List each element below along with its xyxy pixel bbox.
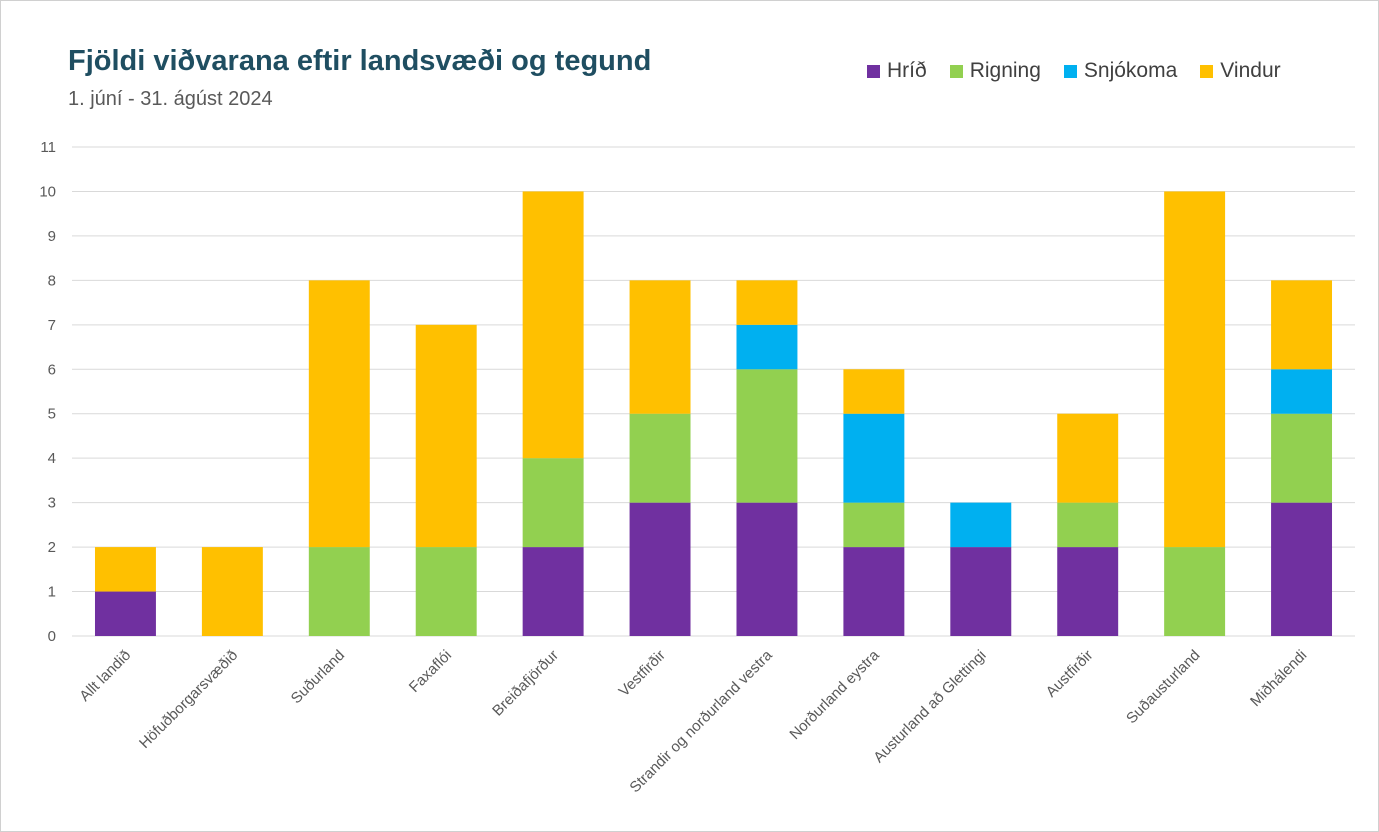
bar-segment — [308, 280, 370, 548]
bar-segment — [736, 324, 798, 370]
bar-segment — [415, 547, 477, 636]
bar-segment — [843, 413, 905, 503]
y-tick-label: 2 — [48, 539, 56, 556]
legend-swatch — [1200, 64, 1214, 78]
bar-segment — [843, 369, 905, 414]
y-tick-label: 1 — [48, 584, 56, 601]
x-tick-label: Norðurland eystra — [786, 646, 883, 743]
legend-label: Hríð — [887, 59, 927, 82]
chart-legend: Hríð Rigning Snjókoma Vindur — [867, 58, 1281, 84]
x-tick-label: Vestfirðir — [616, 647, 669, 700]
bar-segment — [522, 191, 584, 459]
bar-segment — [415, 324, 477, 548]
bar-segment — [736, 280, 798, 325]
bar-segment — [629, 502, 691, 636]
bar-segment — [308, 547, 370, 636]
x-tick-label: Breiðafjörður — [489, 647, 562, 720]
bar-segment — [1271, 280, 1333, 370]
bar-segment — [843, 502, 905, 548]
bar-segment — [950, 547, 1012, 636]
x-tick-label: Austfirðir — [1043, 647, 1097, 701]
x-tick-label: Faxaflói — [406, 647, 455, 696]
bar-segment — [1057, 413, 1119, 503]
chart-subtitle: 1. júní - 31. ágúst 2024 — [68, 88, 273, 110]
y-tick-label: 9 — [48, 228, 56, 245]
bar-segment — [94, 547, 156, 592]
x-tick-label: Miðhálendi — [1247, 647, 1310, 710]
bar-segment — [1271, 413, 1333, 503]
bar-segment — [736, 502, 798, 636]
legend-label: Vindur — [1220, 59, 1281, 82]
y-tick-label: 10 — [39, 183, 56, 200]
y-tick-label: 3 — [48, 495, 56, 512]
bar-segment — [1164, 547, 1226, 636]
bar-segment — [94, 591, 156, 636]
y-tick-label: 5 — [48, 406, 56, 423]
y-tick-label: 4 — [48, 450, 56, 467]
y-tick-label: 0 — [48, 628, 56, 645]
x-tick-label: Suðausturland — [1123, 647, 1203, 727]
legend-item-1: Rigning — [949, 59, 1041, 83]
chart-title: Fjöldi viðvarana eftir landsvæði og tegu… — [68, 45, 652, 77]
bar-segment — [736, 369, 798, 503]
legend-swatch — [867, 64, 880, 78]
legend-item-0: Hríð — [867, 59, 927, 83]
bar-segment — [1271, 369, 1333, 414]
bar-segment — [1271, 502, 1333, 636]
bar-segment — [950, 502, 1012, 548]
legend-label: Snjókoma — [1083, 59, 1178, 82]
legend-item-3: Vindur — [1200, 59, 1281, 83]
bar-segment — [522, 458, 584, 548]
legend-swatch — [1063, 64, 1077, 78]
bar-segment — [843, 547, 905, 636]
y-tick-label: 8 — [48, 272, 56, 289]
x-tick-label: Suðurland — [288, 647, 348, 707]
legend-label: Rigning — [969, 59, 1041, 82]
x-tick-label: Höfuðborgarsvæðið — [136, 647, 241, 752]
bar-segment — [522, 547, 584, 636]
y-tick-label: 6 — [48, 361, 56, 378]
x-tick-label: Austurland að Glettingi — [870, 647, 989, 766]
bar-segment — [201, 547, 263, 636]
y-tick-label: 7 — [48, 317, 56, 334]
x-tick-label: Allt landið — [76, 647, 134, 705]
bar-segment — [1057, 547, 1119, 636]
bar-segment — [1057, 502, 1119, 548]
y-tick-label: 11 — [40, 139, 56, 156]
bar-segment — [1164, 191, 1226, 548]
legend-swatch — [949, 64, 963, 78]
bar-segment — [629, 280, 691, 414]
bar-segment — [629, 413, 691, 503]
legend-item-2: Snjókoma — [1063, 59, 1178, 83]
